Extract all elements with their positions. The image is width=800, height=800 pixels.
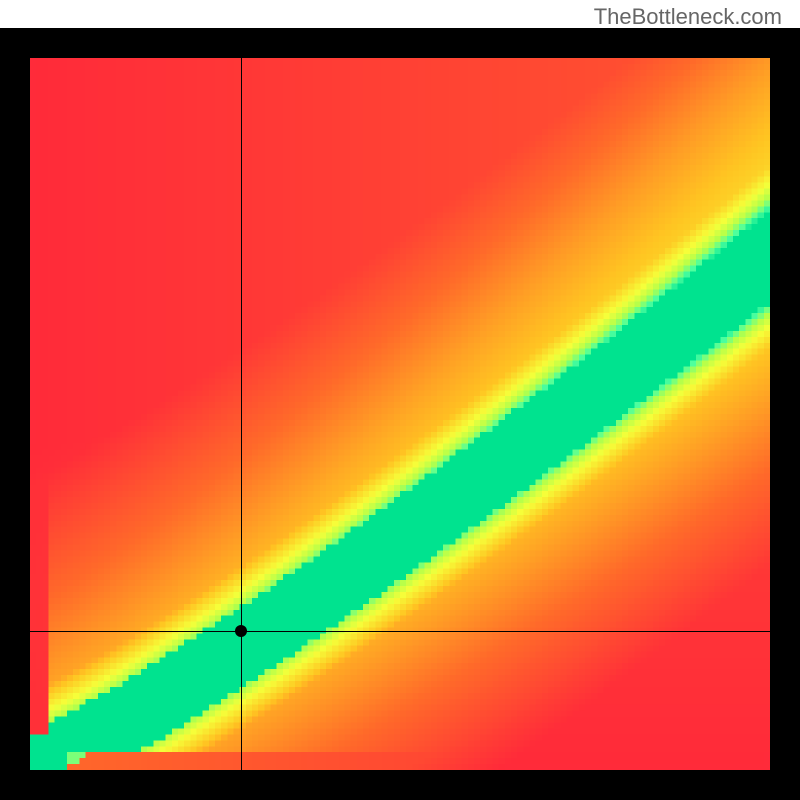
crosshair-horizontal <box>30 631 770 632</box>
chart-outer-frame <box>0 28 800 800</box>
crosshair-vertical <box>241 58 242 770</box>
heatmap-canvas <box>30 58 770 770</box>
watermark-text: TheBottleneck.com <box>594 4 782 30</box>
selection-marker <box>235 625 247 637</box>
heatmap-plot-area <box>30 58 770 770</box>
